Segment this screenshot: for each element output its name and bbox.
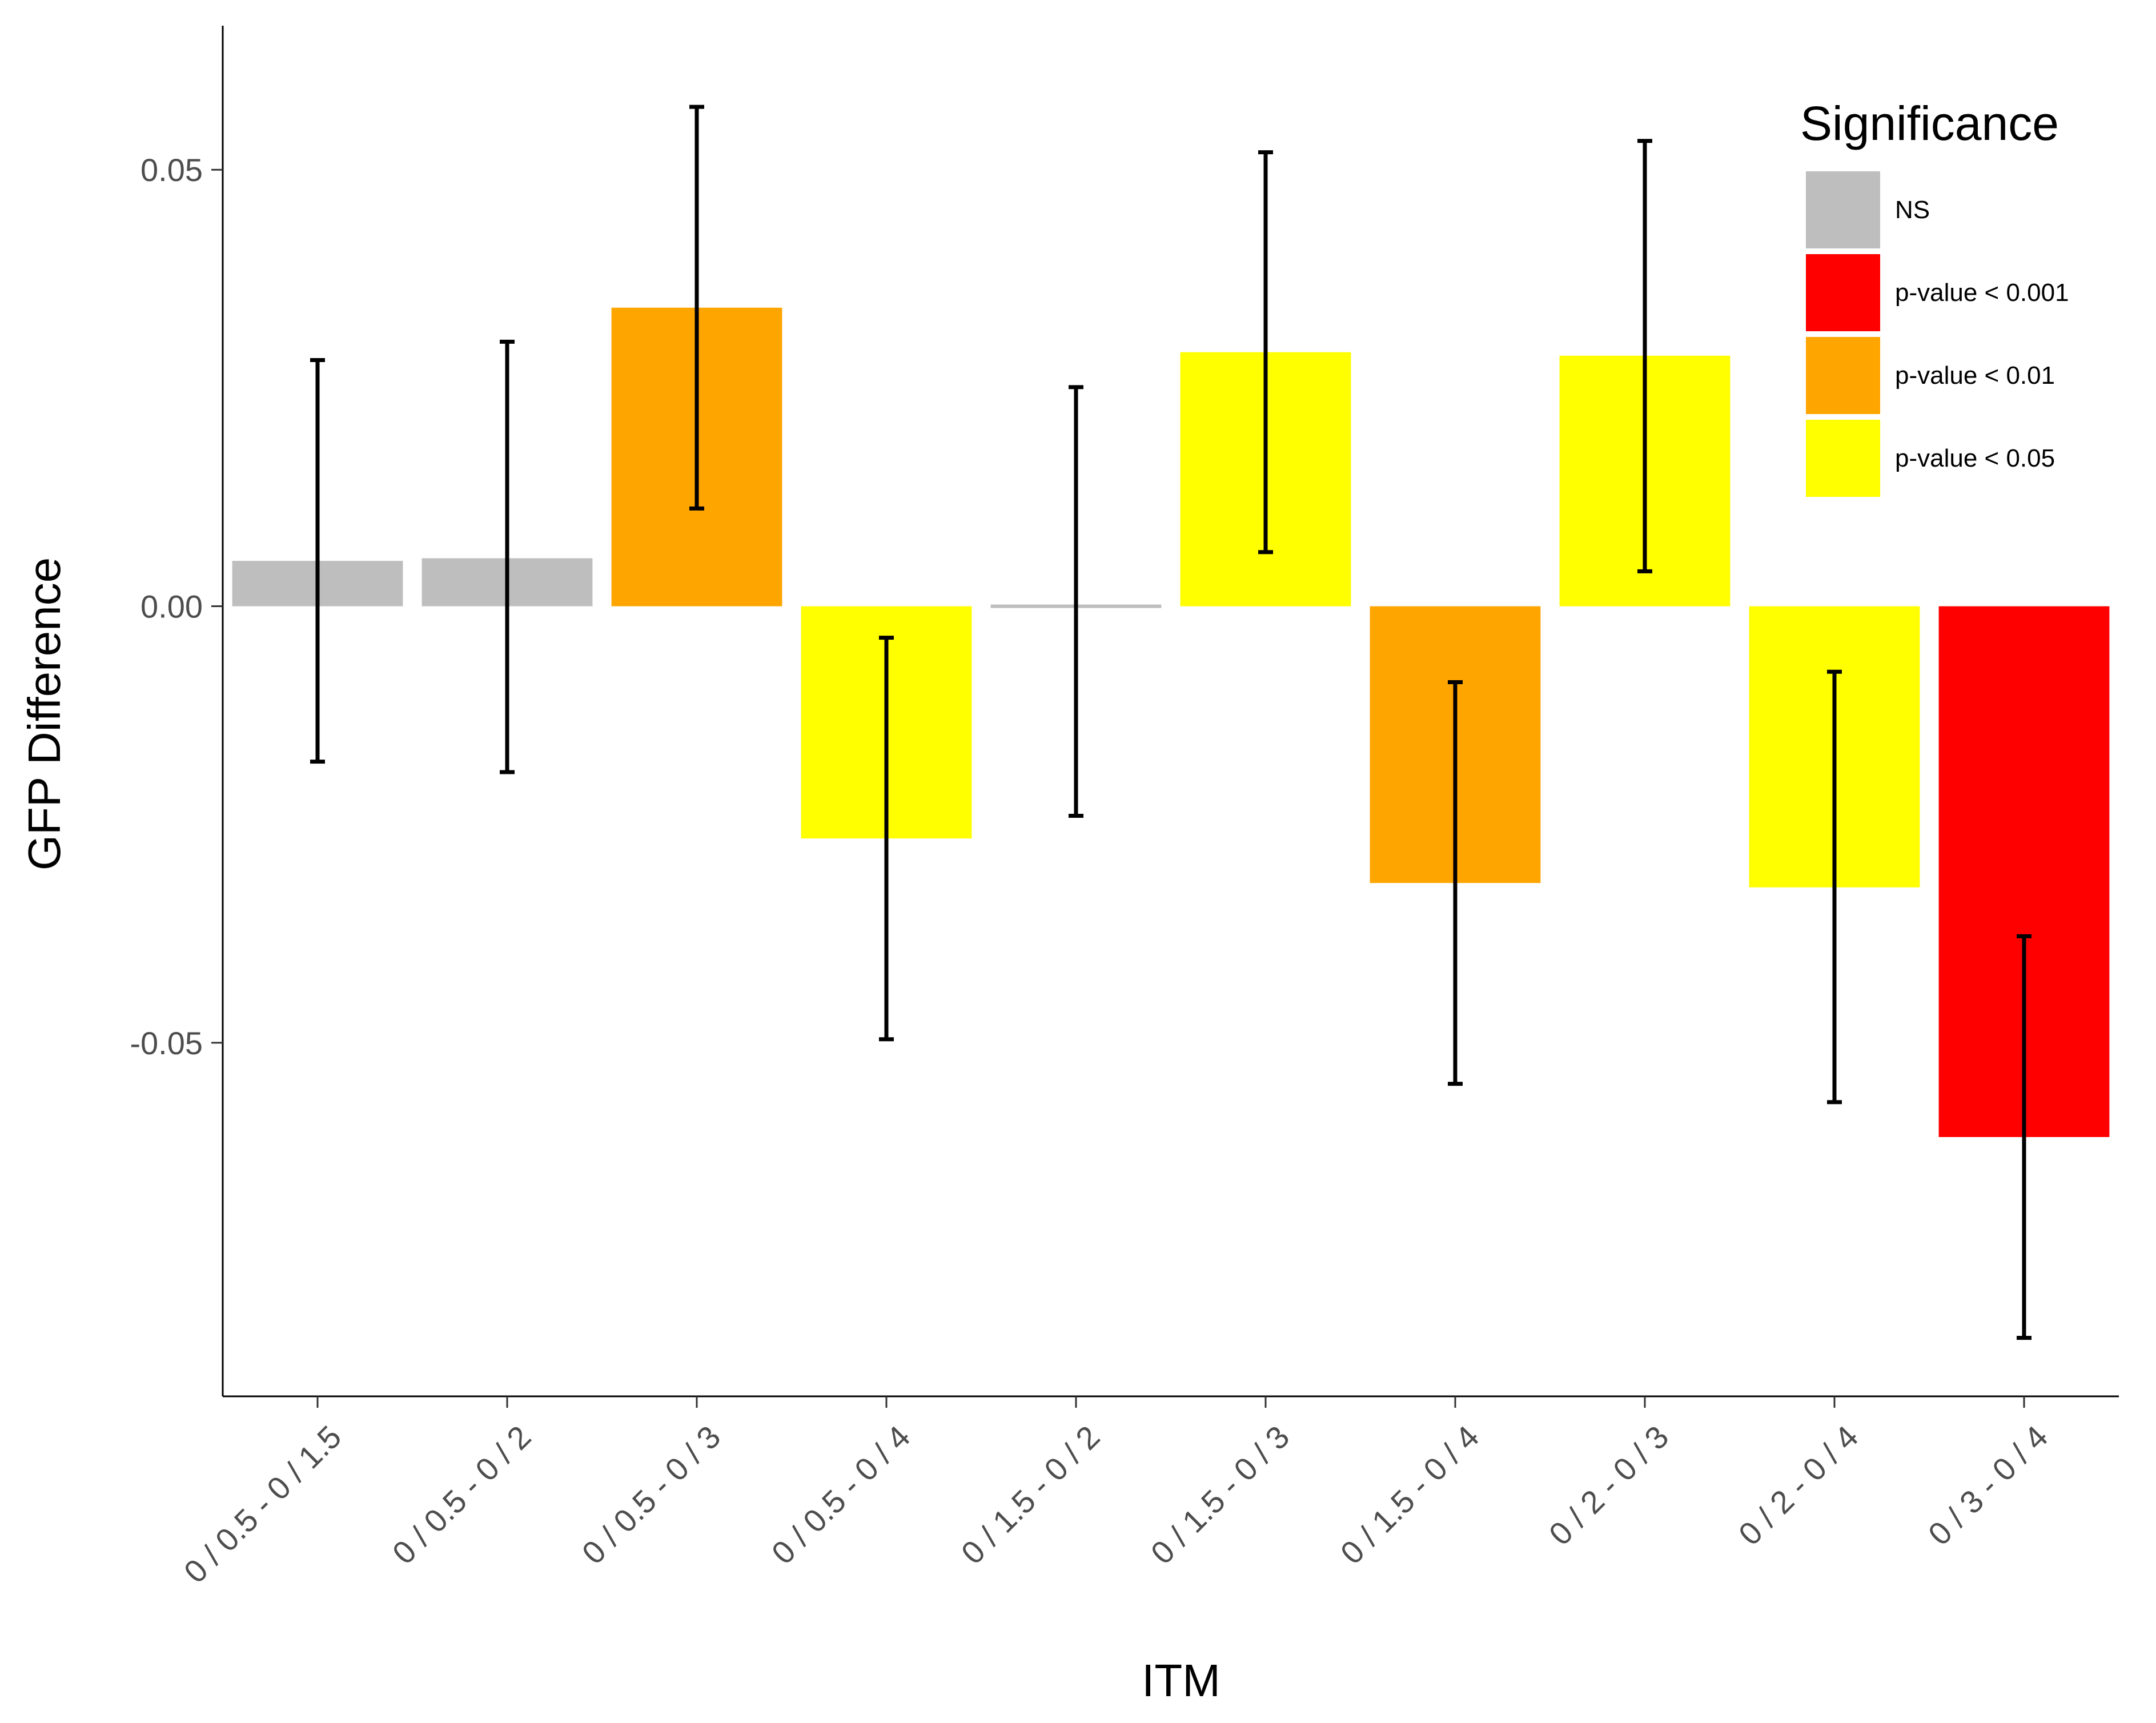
y-ticks-layer: -0.05 0.00 0.05 bbox=[130, 152, 223, 1061]
legend-items: NS p-value < 0.001 p-value < 0.01 p-value <… bbox=[1806, 171, 2069, 497]
legend-label: p-value < 0.05 bbox=[1895, 444, 2055, 472]
legend-swatch bbox=[1806, 254, 1880, 331]
x-tick-label: 0 / 2 - 0 / 4 bbox=[1732, 1419, 1865, 1552]
legend-swatch bbox=[1806, 337, 1880, 414]
error-bar bbox=[500, 339, 515, 774]
x-axis-title: ITM bbox=[1142, 1655, 1220, 1706]
legend-label: p-value < 0.001 bbox=[1895, 279, 2069, 307]
y-axis-title: GFP Difference bbox=[19, 557, 70, 870]
legend-title: Significance bbox=[1800, 97, 2059, 150]
y-tick-label: 0.05 bbox=[140, 152, 203, 188]
error-bar bbox=[1069, 385, 1083, 818]
error-bar bbox=[1827, 669, 1842, 1105]
error-bar bbox=[1258, 150, 1273, 555]
legend: Significance NS p-value < 0.001 p-value < … bbox=[1800, 97, 2069, 497]
y-tick-label: 0.00 bbox=[140, 589, 203, 625]
x-tick-label: 0 / 0.5 - 0 / 2 bbox=[386, 1419, 538, 1571]
error-bar bbox=[2017, 934, 2031, 1340]
y-tick-label: -0.05 bbox=[130, 1025, 203, 1061]
x-tick-label: 0 / 1.5 - 0 / 3 bbox=[1144, 1419, 1296, 1571]
error-bar bbox=[310, 358, 325, 764]
legend-swatch bbox=[1806, 420, 1880, 497]
error-bar bbox=[1448, 680, 1463, 1086]
error-bar bbox=[689, 105, 704, 511]
x-tick-label: 0 / 1.5 - 0 / 2 bbox=[954, 1419, 1107, 1571]
x-tick-label: 0 / 0.5 - 0 / 3 bbox=[575, 1419, 728, 1571]
error-bars-layer bbox=[310, 105, 2031, 1340]
legend-label: p-value < 0.01 bbox=[1895, 362, 2055, 389]
x-tick-label: 0 / 0.5 - 0 / 4 bbox=[765, 1419, 917, 1571]
x-tick-label: 0 / 0.5 - 0 / 1.5 bbox=[177, 1419, 348, 1590]
legend-label: NS bbox=[1895, 196, 1930, 224]
x-tick-label: 0 / 1.5 - 0 / 4 bbox=[1334, 1419, 1486, 1571]
x-tick-label: 0 / 2 - 0 / 3 bbox=[1542, 1419, 1676, 1552]
error-bar bbox=[879, 636, 894, 1042]
legend-swatch bbox=[1806, 171, 1880, 248]
error-bar bbox=[1637, 139, 1652, 573]
x-tick-label: 0 / 3 - 0 / 4 bbox=[1921, 1419, 2055, 1552]
